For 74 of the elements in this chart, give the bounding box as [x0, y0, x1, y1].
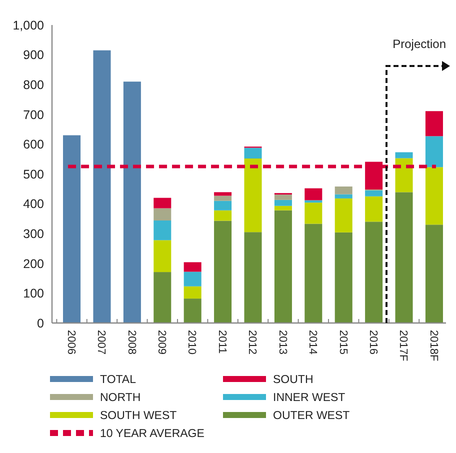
bar	[244, 232, 262, 323]
bar	[184, 286, 202, 299]
x-tick-label: 2008	[125, 330, 138, 354]
legend-label: SOUTH	[273, 374, 314, 386]
x-tick-label: 2012	[246, 330, 258, 354]
bar	[365, 196, 383, 222]
legend-label: 10 YEAR AVERAGE	[100, 428, 205, 440]
bar	[184, 272, 202, 286]
x-tick-label: 2007	[95, 330, 108, 354]
y-tick-label: 800	[23, 78, 44, 92]
bar	[304, 202, 322, 224]
bar	[274, 194, 292, 200]
bar	[214, 192, 232, 196]
bar	[304, 224, 322, 323]
y-tick-label: 400	[23, 197, 44, 212]
bar	[304, 188, 322, 200]
x-tick-label: 2016	[366, 330, 379, 354]
bar	[184, 298, 202, 323]
bar	[154, 198, 172, 208]
bar	[214, 196, 232, 201]
bar	[274, 210, 292, 323]
x-tick-label: 2013	[276, 330, 288, 354]
y-tick-label: 1,000	[12, 18, 44, 32]
bar	[395, 158, 413, 192]
bar	[365, 222, 383, 323]
legend-label: TOTAL	[100, 374, 137, 386]
bar	[274, 200, 292, 206]
bar	[154, 208, 172, 220]
x-tick-label: 2006	[64, 330, 77, 354]
bar	[334, 186, 352, 194]
bar	[123, 82, 141, 323]
bar	[304, 200, 322, 203]
x-tick-label: 2017F	[397, 330, 410, 362]
bar	[334, 194, 352, 198]
y-tick-label: 600	[23, 138, 44, 152]
bar	[214, 220, 232, 323]
x-tick-label: 2014	[306, 330, 319, 354]
y-tick-label: 0	[37, 316, 44, 330]
bar	[395, 192, 413, 323]
bar	[425, 224, 443, 323]
legend-label: SOUTH WEST	[100, 410, 177, 422]
bar	[274, 206, 292, 210]
legend-label: NORTH	[100, 392, 141, 404]
bar	[334, 198, 352, 232]
bar	[244, 148, 262, 159]
x-tick-label: 2018F	[427, 330, 440, 362]
bar	[214, 210, 232, 221]
bar	[334, 232, 352, 323]
bar	[154, 272, 172, 323]
legend-label: OUTER WEST	[273, 410, 350, 422]
x-tick-label: 2010	[186, 330, 198, 354]
y-tick-label: 700	[23, 108, 44, 122]
bar	[184, 262, 202, 272]
x-tick-label: 2009	[156, 330, 168, 354]
bar	[93, 50, 111, 323]
bar	[425, 167, 443, 225]
y-tick-label: 500	[23, 167, 44, 182]
bar	[244, 158, 262, 232]
y-tick-label: 200	[23, 256, 44, 271]
y-tick-label: 100	[23, 286, 44, 301]
y-tick-label: 300	[23, 226, 44, 241]
bar	[63, 135, 81, 323]
bar	[425, 111, 443, 136]
bar	[214, 200, 232, 210]
bar	[365, 190, 383, 196]
bar	[395, 152, 413, 158]
x-tick-label: 2015	[336, 330, 349, 354]
legend-label: INNER WEST	[273, 392, 346, 404]
x-tick-label: 2011	[216, 330, 228, 354]
bar	[154, 220, 172, 240]
y-tick-label: 900	[23, 48, 44, 62]
bar	[425, 136, 443, 168]
bar	[154, 240, 172, 272]
annotation: Projection	[392, 37, 446, 51]
